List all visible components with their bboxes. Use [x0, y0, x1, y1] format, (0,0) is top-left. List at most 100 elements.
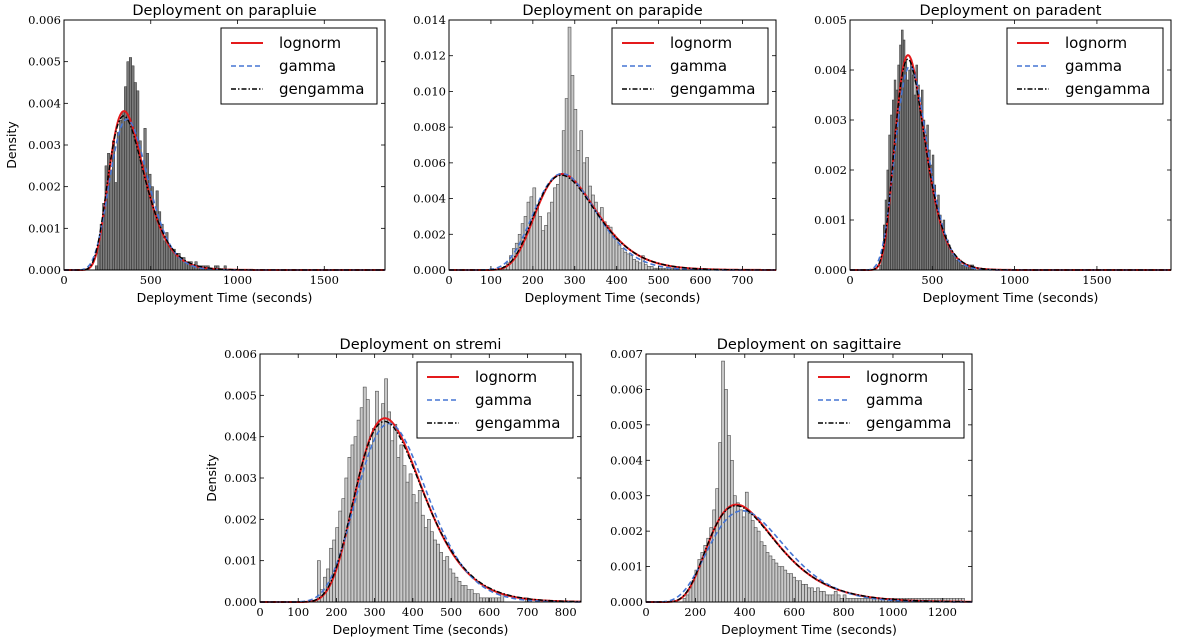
histogram-bar: [756, 530, 761, 603]
histogram-bar: [390, 440, 395, 603]
histogram-bar: [848, 598, 853, 603]
y-tick-label: 0.002: [28, 180, 61, 194]
histogram-bar: [119, 119, 123, 271]
y-tick-label: 0.006: [610, 382, 643, 396]
y-tick-label: 0.004: [814, 63, 847, 77]
legend: lognorm gamma gengamma: [416, 361, 574, 439]
y-axis-label: Density: [4, 121, 19, 169]
histogram-bar: [114, 182, 118, 271]
histogram-bar: [347, 457, 352, 603]
histogram-bar: [121, 111, 125, 271]
x-tick-label: 0: [445, 273, 452, 287]
histogram-bar: [765, 552, 770, 603]
histogram-bar: [497, 597, 502, 603]
histogram-bar: [795, 580, 799, 603]
y-tick-label: 0.000: [610, 595, 643, 609]
histogram-bar: [783, 569, 788, 603]
histogram-bar: [136, 90, 140, 271]
histogram-bar: [529, 196, 534, 271]
histogram-bar: [879, 264, 882, 271]
legend-label-gengamma: gengamma: [279, 80, 364, 98]
histogram-bar: [494, 597, 499, 603]
x-tick-label: 500: [921, 273, 943, 287]
histogram-bar: [399, 444, 404, 603]
histogram-bar: [532, 187, 537, 271]
y-tick-label: 0.005: [814, 13, 847, 27]
legend: lognorm gamma gengamma: [1006, 27, 1164, 105]
histogram-bar: [644, 264, 648, 271]
x-tick-label: 800: [833, 605, 855, 619]
histogram-bar: [158, 211, 162, 271]
histogram-bar: [448, 568, 453, 603]
y-tick-label: 0.001: [814, 213, 847, 227]
x-tick-label: 600: [783, 605, 805, 619]
histogram-bar: [535, 205, 540, 271]
y-tick-label: 0.003: [814, 113, 847, 127]
y-tick-label: 0.006: [224, 347, 257, 361]
y-tick-label: 0.005: [610, 418, 643, 432]
series-gengamma-line: [646, 504, 973, 603]
histogram-bar: [839, 598, 844, 603]
histogram-bar: [561, 130, 566, 271]
histogram-bar: [960, 264, 964, 271]
y-tick-label: 0.012: [413, 49, 446, 63]
histogram-bar: [786, 573, 791, 603]
histogram-bar: [813, 591, 817, 603]
histogram-bar: [365, 399, 370, 603]
histogram-bar: [753, 527, 758, 603]
histogram-bar: [133, 82, 137, 271]
y-tick-label: 0.002: [610, 524, 643, 538]
x-tick-label: 200: [522, 273, 544, 287]
histogram-bar: [768, 555, 773, 603]
x-tick-label: 0: [256, 605, 263, 619]
x-tick-label: 0: [846, 273, 853, 287]
histogram-bar: [739, 509, 743, 603]
histogram-bar: [430, 531, 434, 603]
legend-label-gamma: gamma: [670, 57, 727, 75]
histogram-bar: [623, 251, 628, 271]
legend-label-lognorm: lognorm: [279, 34, 341, 52]
legend-label-gamma: gamma: [866, 391, 923, 409]
histogram-bar: [547, 212, 551, 271]
y-tick-label: 0.000: [28, 263, 61, 277]
histogram-bar: [911, 74, 915, 271]
y-tick-label: 0.008: [413, 120, 446, 134]
histogram-bar: [638, 262, 642, 271]
histogram-bar: [427, 519, 431, 603]
y-tick-label: 0.004: [610, 453, 643, 467]
histogram-bar: [131, 65, 135, 271]
histogram-bar: [350, 444, 355, 603]
x-axis-label: Deployment Time (seconds): [923, 290, 1099, 305]
histogram-bar: [457, 581, 462, 603]
x-axis-label: Deployment Time (seconds): [525, 290, 701, 305]
x-tick-label: 100: [480, 273, 502, 287]
x-tick-label: 400: [734, 605, 756, 619]
legend-label-gamma: gamma: [1065, 57, 1122, 75]
histogram-bar: [816, 587, 820, 603]
chart-title: Deployment on paradent: [920, 3, 1102, 19]
x-tick-label: 700: [731, 273, 753, 287]
histogram-bar: [845, 598, 850, 603]
histogram-bar: [620, 248, 625, 271]
histogram-bar: [414, 502, 419, 603]
histogram: [317, 378, 529, 603]
histogram-bar: [917, 84, 920, 271]
histogram-bar: [908, 69, 911, 271]
histogram-bar: [116, 132, 120, 271]
x-tick-label: 300: [564, 273, 586, 287]
histogram-bar: [576, 150, 581, 271]
x-tick-label: 700: [517, 605, 539, 619]
histogram-bar: [830, 594, 835, 603]
chart-paradent: Deployment on paradent 0 500 1000 1500 0.000 0…: [814, 3, 1172, 305]
histogram-bar: [780, 566, 785, 603]
x-tick-label: 1500: [1082, 273, 1111, 287]
histogram-bar: [384, 378, 388, 603]
histogram-bar: [801, 583, 805, 603]
y-tick-label: 0.001: [224, 554, 257, 568]
chart-title: Deployment on sagittaire: [717, 337, 902, 353]
y-tick-label: 0.006: [28, 13, 61, 27]
histogram-bar: [851, 598, 856, 603]
y-tick-label: 0.006: [413, 156, 446, 170]
histogram-bar: [626, 253, 630, 271]
histogram-bar: [163, 240, 166, 271]
